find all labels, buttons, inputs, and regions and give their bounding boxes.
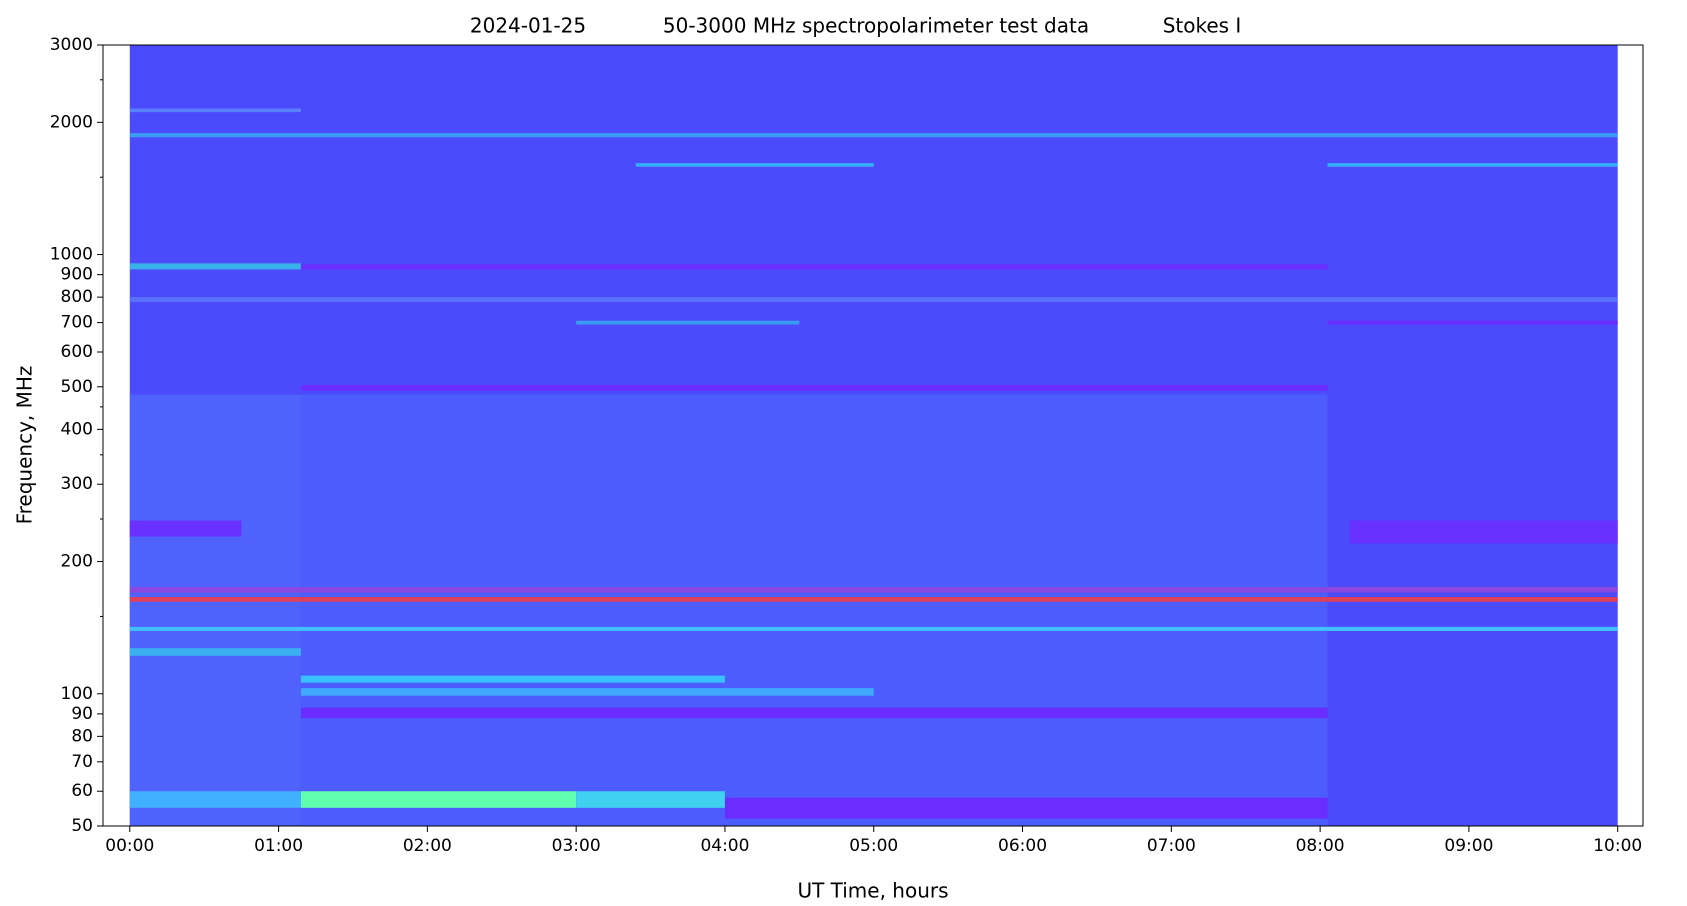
spectrum-band — [129, 108, 301, 113]
y-tick-label: 100 — [61, 684, 93, 704]
spectrum-band — [300, 707, 1328, 719]
x-tick-label: 01:00 — [254, 836, 303, 856]
spectrum-band — [129, 587, 1618, 593]
x-tick-label: 07:00 — [1147, 836, 1196, 856]
spectrum-band — [300, 675, 725, 683]
spectrum-band — [576, 320, 800, 325]
x-tick-label: 00:00 — [105, 836, 154, 856]
x-tick-label: 10:00 — [1593, 836, 1642, 856]
y-tick-label: 60 — [71, 781, 93, 801]
spectrum-band — [1327, 320, 1618, 325]
x-tick-label: 02:00 — [403, 836, 452, 856]
y-tick-label: 400 — [61, 419, 93, 439]
spectrum-band — [129, 791, 301, 808]
y-tick-label: 500 — [61, 377, 93, 397]
spectrum-band — [129, 597, 1618, 602]
spectrum-band — [129, 626, 1618, 631]
y-tick-label: 600 — [61, 342, 93, 362]
y-tick-label: 80 — [71, 726, 93, 746]
spectrum-band — [129, 394, 301, 826]
y-tick-label: 200 — [61, 552, 93, 572]
y-tick-label: 1000 — [50, 245, 93, 265]
spectrum-band — [1349, 520, 1618, 544]
spectrum-band — [129, 648, 301, 656]
x-tick-label: 06:00 — [998, 836, 1047, 856]
spectrum-band — [129, 133, 1618, 138]
y-tick-label: 300 — [61, 474, 93, 494]
title-date: 2024-01-25 — [470, 14, 586, 38]
spectrum-band — [129, 297, 1618, 302]
title-stokes: Stokes I — [1163, 14, 1242, 38]
spectrum-band — [300, 688, 874, 696]
x-tick-label: 09:00 — [1444, 836, 1493, 856]
spectrum-band — [635, 163, 874, 167]
y-axis-label: Frequency, MHz — [13, 366, 37, 525]
x-axis-label: UT Time, hours — [797, 879, 948, 903]
spectrum-band — [300, 384, 1328, 391]
y-tick-label: 800 — [61, 287, 93, 307]
spectrum-band — [300, 264, 1328, 270]
spectrum-band — [129, 263, 301, 270]
x-tick-label: 04:00 — [700, 836, 749, 856]
x-tick-label: 08:00 — [1296, 836, 1345, 856]
y-tick-label: 50 — [71, 816, 93, 836]
spectrum-band — [1327, 163, 1618, 167]
x-tick-label: 05:00 — [849, 836, 898, 856]
spectrum-band — [576, 791, 725, 808]
y-tick-label: 70 — [71, 752, 93, 772]
title-main: 50-3000 MHz spectropolarimeter test data — [663, 14, 1089, 38]
spectrum-band — [129, 520, 242, 537]
y-tick-label: 900 — [61, 265, 93, 285]
spectrum-band — [300, 394, 1328, 826]
y-tick-label: 2000 — [50, 112, 93, 132]
x-tick-label: 03:00 — [552, 836, 601, 856]
plot-frame — [102, 44, 1644, 827]
y-tick-label: 3000 — [50, 35, 93, 55]
y-tick-label: 90 — [71, 704, 93, 724]
spectrum-band — [300, 791, 577, 808]
spectrum-band — [724, 797, 1328, 819]
y-tick-label: 700 — [61, 313, 93, 333]
